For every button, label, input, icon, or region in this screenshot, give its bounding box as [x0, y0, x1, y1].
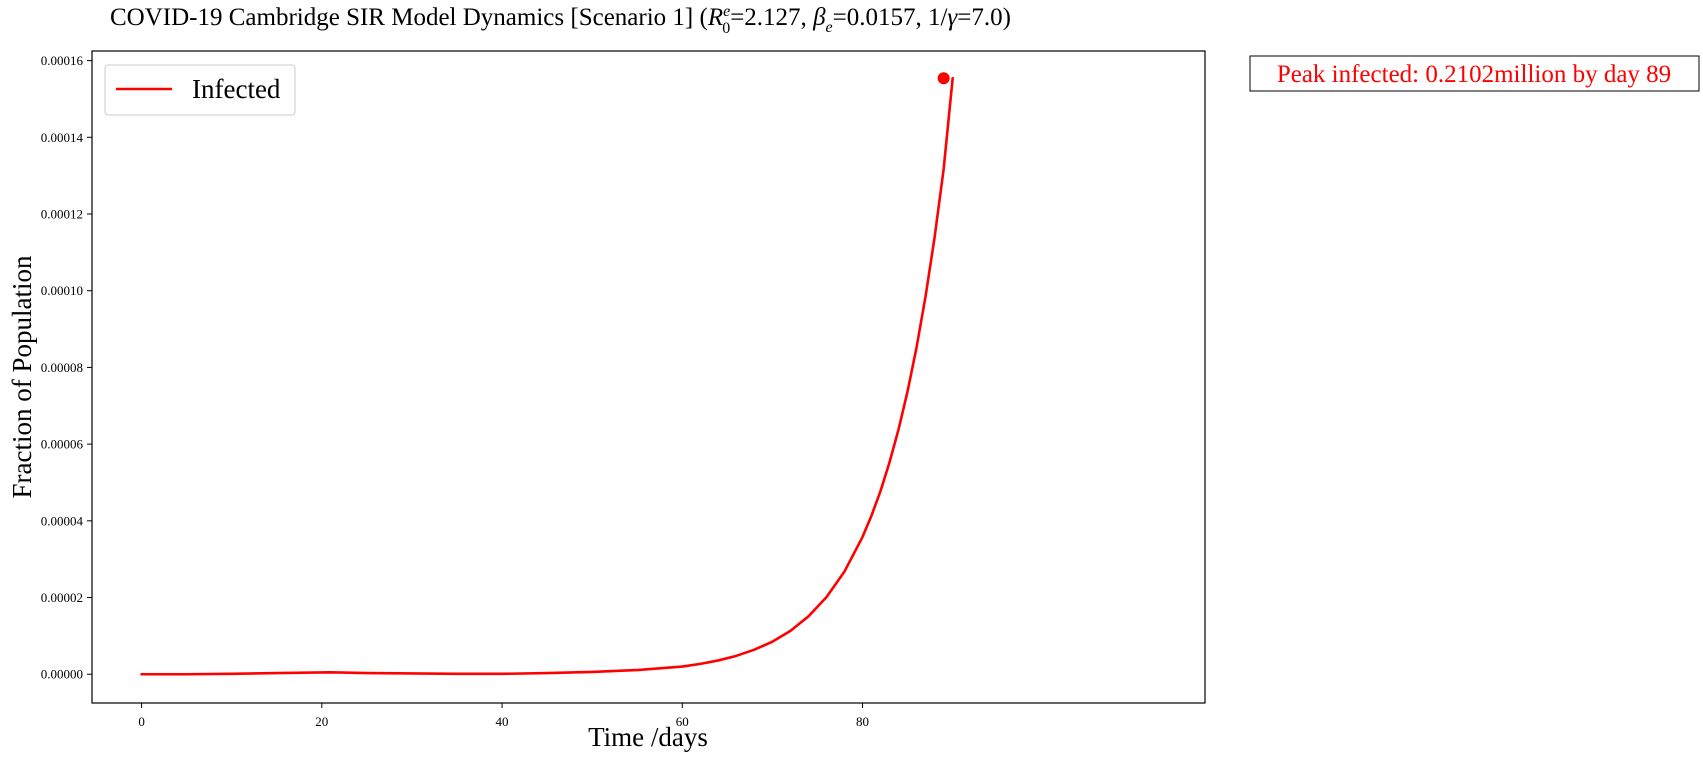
annotation-text: Peak infected: 0.2102million by day 89 [1277, 61, 1671, 88]
title-r-symbol: R [707, 4, 723, 31]
plot-frame [91, 50, 1206, 704]
legend-box [104, 64, 296, 116]
y-tick-label: 0.00016 [41, 53, 84, 68]
chart-title: COVID-19 Cambridge SIR Model Dynamics [S… [110, 3, 1011, 37]
title-r-sub: 0 [722, 20, 730, 37]
y-axis: 0.00000 0.00002 0.00004 0.00006 0.00008 0.000… [41, 53, 92, 682]
y-tick-label: 0.00000 [41, 667, 83, 682]
title-r-value: =2.127, [730, 4, 813, 31]
peak-marker [937, 72, 950, 85]
series-line-infected [140, 76, 954, 676]
y-tick-label: 0.00012 [41, 207, 83, 222]
y-tick-label: 0.00014 [41, 130, 84, 145]
title-beta-value: =0.0157, 1/ [833, 4, 948, 31]
x-tick-label: 80 [856, 714, 869, 729]
legend-label-infected: Infected [192, 74, 281, 104]
title-gamma-symbol: γ [947, 4, 958, 31]
y-tick-label: 0.00008 [41, 360, 83, 375]
title-gamma-value: =7.0) [957, 4, 1011, 31]
x-tick-label: 20 [315, 714, 328, 729]
title-prefix: COVID-19 Cambridge SIR Model Dynamics [S… [110, 4, 708, 31]
y-axis-label: Fraction of Population [7, 255, 37, 498]
y-tick-label: 0.00004 [41, 513, 84, 528]
x-tick-label: 60 [676, 714, 689, 729]
x-tick-label: 40 [496, 714, 509, 729]
y-tick-label: 0.00010 [41, 283, 83, 298]
legend: Infected [104, 64, 296, 116]
x-tick-label: 0 [138, 714, 145, 729]
title-beta-symbol: β [812, 4, 826, 31]
x-axis: 0 20 40 60 80 [138, 703, 869, 729]
title-beta-sub: e [826, 19, 833, 36]
peak-annotation: Peak infected: 0.2102million by day 89 [1249, 55, 1700, 92]
annotation-box [1249, 55, 1700, 92]
x-axis-label: Time /days [588, 722, 708, 752]
y-tick-label: 0.00006 [41, 437, 84, 452]
y-tick-label: 0.00002 [41, 590, 83, 605]
title-r-sup: e [723, 3, 730, 20]
